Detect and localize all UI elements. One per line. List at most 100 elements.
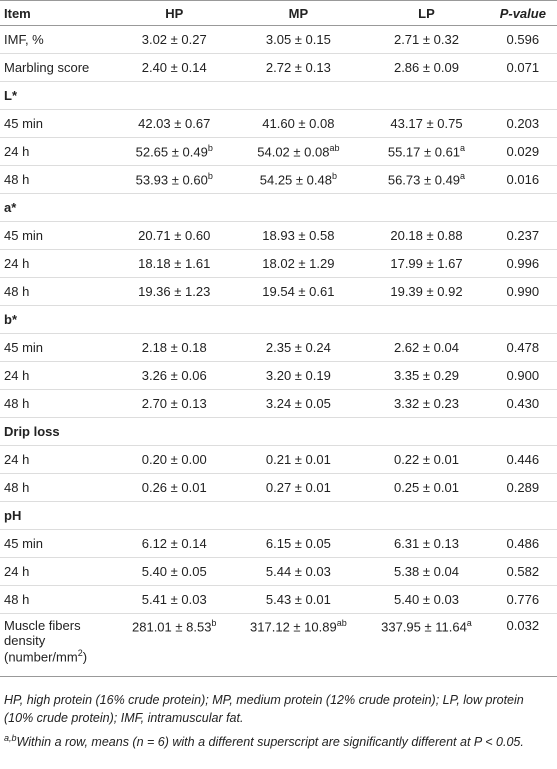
- data-table: Item HP MP LP P-value IMF, % 3.02 ± 0.27 3.05 …: [0, 0, 557, 677]
- row-label: Muscle fibers density (number/mm2): [0, 613, 116, 677]
- row-label: 48 h: [0, 165, 116, 194]
- row-label: 24 h: [0, 557, 116, 586]
- value-cell: 53.93 ± 0.60b: [116, 165, 233, 194]
- value-cell: 0.203: [488, 109, 557, 138]
- value-cell: 18.18 ± 1.61: [116, 249, 233, 278]
- value-cell: 0.776: [488, 585, 557, 614]
- header-cell: HP: [116, 0, 233, 26]
- value-cell: 3.05 ± 0.15: [232, 25, 365, 54]
- value-cell: 0.900: [488, 361, 557, 390]
- value-cell: 0.016: [488, 165, 557, 194]
- superscript: b: [331, 171, 337, 182]
- value-cell: 0.596: [488, 25, 557, 54]
- value-cell: 281.01 ± 8.53b: [116, 613, 233, 677]
- value-cell: 54.25 ± 0.48b: [232, 165, 365, 194]
- footnote: HP, high protein (16% crude protein); MP…: [4, 691, 551, 727]
- value-cell: 2.86 ± 0.09: [364, 53, 489, 82]
- table-row: 45 min 2.18 ± 0.18 2.35 ± 0.24 2.62 ± 0.04 0…: [0, 333, 557, 362]
- cell-text: 317.12 ± 10.89: [250, 619, 337, 635]
- value-cell: 2.62 ± 0.04: [364, 333, 489, 362]
- row-label: 45 min: [0, 109, 116, 138]
- row-label: Marbling score: [0, 53, 116, 82]
- table-row: 45 min 6.12 ± 0.14 6.15 ± 0.05 6.31 ± 0.13 0…: [0, 529, 557, 558]
- superscript: a: [460, 171, 466, 182]
- value-cell: 2.72 ± 0.13: [232, 53, 365, 82]
- table-row: 24 h 5.40 ± 0.05 5.44 ± 0.03 5.38 ± 0.04 0.5…: [0, 557, 557, 586]
- table-row: Marbling score 2.40 ± 0.14 2.72 ± 0.13 2.86…: [0, 53, 557, 82]
- row-label: 24 h: [0, 137, 116, 166]
- cell-text: 55.17 ± 0.61: [387, 144, 461, 160]
- value-cell: 5.38 ± 0.04: [364, 557, 489, 586]
- value-cell: 3.24 ± 0.05: [232, 389, 365, 418]
- row-label: IMF, %: [0, 25, 116, 54]
- value-cell: 52.65 ± 0.49b: [116, 137, 233, 166]
- header-cell: MP: [232, 0, 365, 26]
- section-cell: a*: [0, 193, 557, 222]
- table-row: 45 min 42.03 ± 0.67 41.60 ± 0.08 43.17 ± 0.…: [0, 109, 557, 138]
- table-row: Drip loss: [0, 417, 557, 446]
- value-cell: 5.40 ± 0.03: [364, 585, 489, 614]
- value-cell: 6.15 ± 0.05: [232, 529, 365, 558]
- value-cell: 0.029: [488, 137, 557, 166]
- value-cell: 2.18 ± 0.18: [116, 333, 233, 362]
- section-cell: L*: [0, 81, 557, 110]
- value-cell: 0.446: [488, 445, 557, 474]
- value-cell: 18.02 ± 1.29: [232, 249, 365, 278]
- value-cell: 41.60 ± 0.08: [232, 109, 365, 138]
- table-row: 48 h 2.70 ± 0.13 3.24 ± 0.05 3.32 ± 0.23 0.4…: [0, 389, 557, 418]
- value-cell: 0.430: [488, 389, 557, 418]
- footnote-text: Within a row, means (n = 6) with a diffe…: [16, 735, 524, 750]
- value-cell: 0.582: [488, 557, 557, 586]
- table-body: IMF, % 3.02 ± 0.27 3.05 ± 0.15 2.71 ± 0.32 0…: [0, 25, 557, 677]
- cell-text: 337.95 ± 11.64: [381, 619, 467, 635]
- value-cell: 17.99 ± 1.67: [364, 249, 489, 278]
- value-cell: 3.35 ± 0.29: [364, 361, 489, 390]
- table-row: 48 h 53.93 ± 0.60b 54.25 ± 0.48b 56.73 ± 0.…: [0, 165, 557, 194]
- superscript: a,b: [4, 733, 17, 743]
- row-label: 45 min: [0, 529, 116, 558]
- row-label: 48 h: [0, 473, 116, 502]
- value-cell: 0.990: [488, 277, 557, 306]
- cell-text: 53.93 ± 0.60: [135, 172, 208, 188]
- table-row: 24 h 18.18 ± 1.61 18.02 ± 1.29 17.99 ± 1.67…: [0, 249, 557, 278]
- value-cell: 54.02 ± 0.08ab: [232, 137, 365, 166]
- value-cell: 5.40 ± 0.05: [116, 557, 233, 586]
- cell-text: 52.65 ± 0.49: [135, 144, 208, 160]
- superscript: a: [466, 618, 472, 628]
- value-cell: 3.20 ± 0.19: [232, 361, 365, 390]
- table-row: 24 h 0.20 ± 0.00 0.21 ± 0.01 0.22 ± 0.01 0.4…: [0, 445, 557, 474]
- value-cell: 0.21 ± 0.01: [232, 445, 365, 474]
- row-label: 48 h: [0, 389, 116, 418]
- row-label: 45 min: [0, 333, 116, 362]
- value-cell: 19.39 ± 0.92: [364, 277, 489, 306]
- table-row: Muscle fibers density (number/mm2) 281.01…: [0, 613, 557, 677]
- table-row: 48 h 0.26 ± 0.01 0.27 ± 0.01 0.25 ± 0.01 0.2…: [0, 473, 557, 502]
- value-cell: 20.18 ± 0.88: [364, 221, 489, 250]
- value-cell: 0.20 ± 0.00: [116, 445, 233, 474]
- value-cell: 19.36 ± 1.23: [116, 277, 233, 306]
- table-row: 48 h 5.41 ± 0.03 5.43 ± 0.01 5.40 ± 0.03 0.7…: [0, 585, 557, 614]
- value-cell: 42.03 ± 0.67: [116, 109, 233, 138]
- value-cell: 0.478: [488, 333, 557, 362]
- cell-text: 54.25 ± 0.48: [259, 172, 332, 188]
- cell-text: 56.73 ± 0.49: [387, 172, 461, 188]
- value-cell: 0.26 ± 0.01: [116, 473, 233, 502]
- superscript: ab: [336, 618, 347, 628]
- value-cell: 5.44 ± 0.03: [232, 557, 365, 586]
- superscript: 2: [77, 648, 83, 658]
- table-row: a*: [0, 193, 557, 222]
- value-cell: 2.70 ± 0.13: [116, 389, 233, 418]
- table-row: 24 h 52.65 ± 0.49b 54.02 ± 0.08ab 55.17 ± 0…: [0, 137, 557, 166]
- row-label: 24 h: [0, 361, 116, 390]
- table-row: 24 h 3.26 ± 0.06 3.20 ± 0.19 3.35 ± 0.29 0.9…: [0, 361, 557, 390]
- value-cell: 6.12 ± 0.14: [116, 529, 233, 558]
- table-row: 45 min 20.71 ± 0.60 18.93 ± 0.58 20.18 ± 0.…: [0, 221, 557, 250]
- superscript: b: [207, 171, 213, 182]
- value-cell: 5.41 ± 0.03: [116, 585, 233, 614]
- value-cell: 0.996: [488, 249, 557, 278]
- footnote-text: HP, high protein (16% crude protein); MP…: [4, 693, 524, 725]
- section-cell: pH: [0, 501, 557, 530]
- header-cell: Item: [0, 0, 116, 26]
- table-row: 48 h 19.36 ± 1.23 19.54 ± 0.61 19.39 ± 0.92…: [0, 277, 557, 306]
- superscript: ab: [329, 143, 340, 154]
